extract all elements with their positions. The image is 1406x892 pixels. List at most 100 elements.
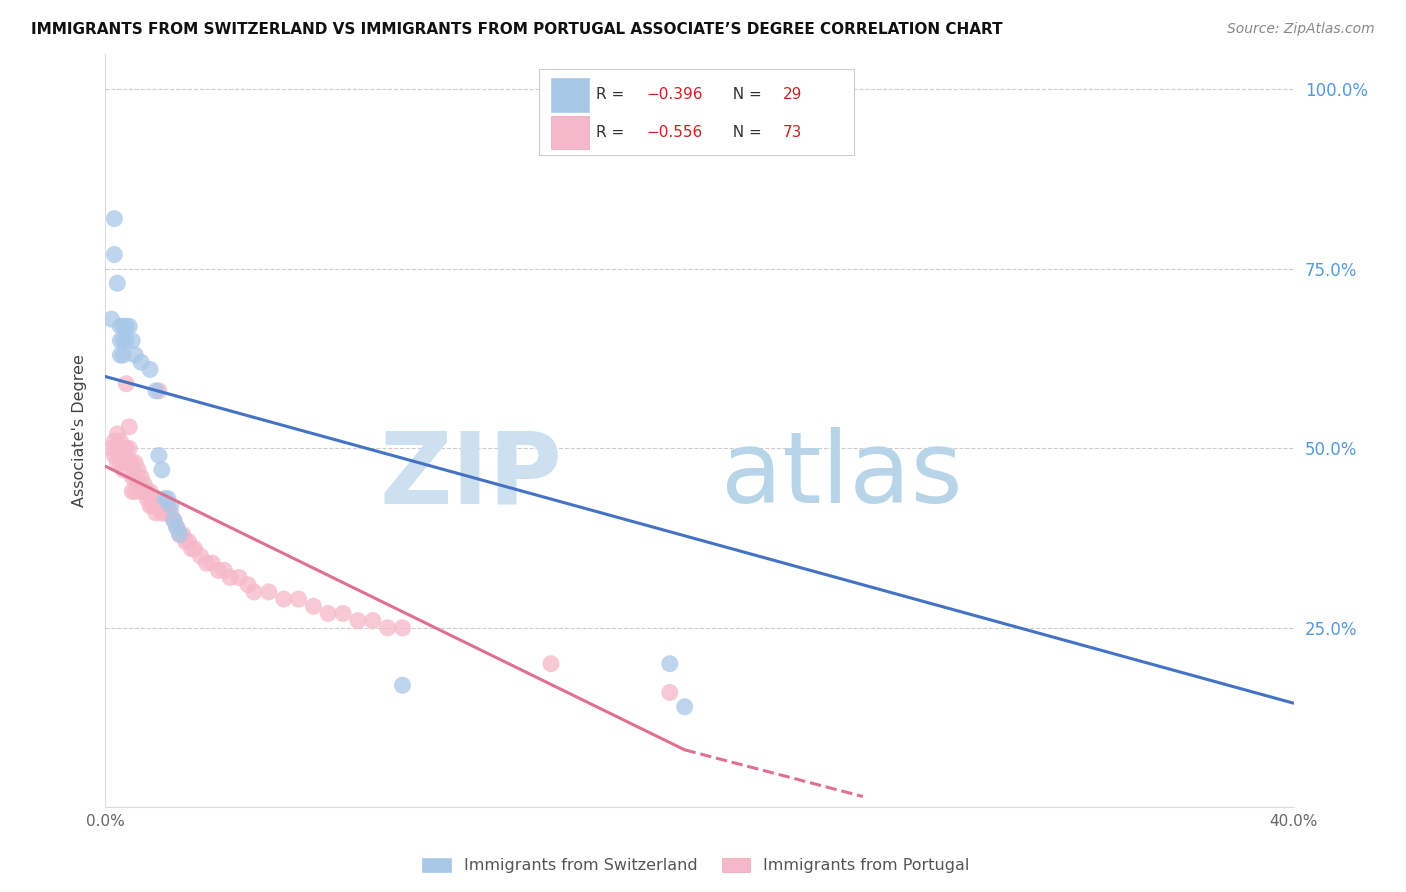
Point xyxy=(115,442,138,456)
FancyBboxPatch shape xyxy=(538,69,853,155)
Legend: Immigrants from Switzerland, Immigrants from Portugal: Immigrants from Switzerland, Immigrants … xyxy=(416,851,976,880)
Point xyxy=(136,484,159,499)
Text: ZIP: ZIP xyxy=(380,427,562,524)
Point xyxy=(148,449,170,463)
Point xyxy=(332,607,354,621)
Point xyxy=(150,506,173,520)
Point xyxy=(236,578,259,592)
Point xyxy=(112,319,135,334)
Y-axis label: Associate's Degree: Associate's Degree xyxy=(72,354,87,507)
FancyBboxPatch shape xyxy=(551,78,589,112)
Point xyxy=(124,456,146,470)
Point xyxy=(658,685,681,699)
Point xyxy=(169,527,191,541)
Point xyxy=(166,520,188,534)
Point xyxy=(180,541,202,556)
Point xyxy=(112,442,135,456)
Point xyxy=(127,463,149,477)
Point xyxy=(540,657,562,671)
Point xyxy=(112,463,135,477)
Point xyxy=(145,384,167,398)
Point xyxy=(103,449,125,463)
Point xyxy=(195,556,218,570)
Point xyxy=(243,585,266,599)
Point xyxy=(156,499,179,513)
Point xyxy=(169,527,191,541)
Point xyxy=(148,384,170,398)
Point xyxy=(219,570,242,584)
Point xyxy=(132,484,155,499)
Point xyxy=(145,499,167,513)
Point xyxy=(112,348,135,362)
Point xyxy=(121,456,143,470)
Point xyxy=(177,534,200,549)
Point xyxy=(112,449,135,463)
Text: IMMIGRANTS FROM SWITZERLAND VS IMMIGRANTS FROM PORTUGAL ASSOCIATE’S DEGREE CORRE: IMMIGRANTS FROM SWITZERLAND VS IMMIGRANT… xyxy=(31,22,1002,37)
Point xyxy=(110,319,132,334)
Point xyxy=(100,312,122,326)
Point xyxy=(153,491,176,506)
Point xyxy=(110,456,132,470)
Point xyxy=(207,563,229,577)
Point xyxy=(112,334,135,348)
Point xyxy=(228,570,250,584)
Point xyxy=(115,334,138,348)
Point xyxy=(150,463,173,477)
Point xyxy=(105,442,128,456)
Point xyxy=(316,607,339,621)
Point xyxy=(156,491,179,506)
Point xyxy=(136,491,159,506)
Point xyxy=(124,348,146,362)
Point xyxy=(121,470,143,484)
Point xyxy=(183,541,205,556)
Point xyxy=(145,506,167,520)
Point xyxy=(129,355,152,369)
Point xyxy=(110,334,132,348)
Text: N =: N = xyxy=(723,125,766,140)
Point xyxy=(100,442,122,456)
Text: N =: N = xyxy=(723,87,766,103)
Point xyxy=(159,506,181,520)
Point xyxy=(142,491,165,506)
Point xyxy=(118,319,141,334)
Point xyxy=(201,556,224,570)
Point xyxy=(273,592,295,607)
Point xyxy=(391,621,413,635)
Point xyxy=(105,277,128,291)
Point xyxy=(124,484,146,499)
Point xyxy=(115,456,138,470)
Text: 73: 73 xyxy=(783,125,801,140)
Point xyxy=(115,319,138,334)
Point xyxy=(105,456,128,470)
Point xyxy=(148,499,170,513)
Point xyxy=(287,592,309,607)
Point xyxy=(132,477,155,491)
Point xyxy=(118,419,141,434)
Point xyxy=(391,678,413,692)
Point xyxy=(190,549,212,563)
Point xyxy=(103,247,125,261)
Text: R =: R = xyxy=(596,87,630,103)
Point xyxy=(174,534,197,549)
Text: atlas: atlas xyxy=(721,427,963,524)
Point xyxy=(110,434,132,449)
Point xyxy=(361,614,384,628)
Point xyxy=(347,614,370,628)
Point xyxy=(139,484,162,499)
Point xyxy=(115,376,138,391)
Point xyxy=(163,513,186,527)
Text: 29: 29 xyxy=(783,87,801,103)
Text: R =: R = xyxy=(596,125,630,140)
Point xyxy=(110,442,132,456)
Point xyxy=(153,506,176,520)
Point xyxy=(121,334,143,348)
Point xyxy=(121,484,143,499)
Point xyxy=(658,657,681,671)
Point xyxy=(166,520,188,534)
Point xyxy=(172,527,194,541)
Point xyxy=(105,427,128,442)
Point xyxy=(118,456,141,470)
Text: Source: ZipAtlas.com: Source: ZipAtlas.com xyxy=(1227,22,1375,37)
Point xyxy=(129,470,152,484)
Point xyxy=(127,477,149,491)
